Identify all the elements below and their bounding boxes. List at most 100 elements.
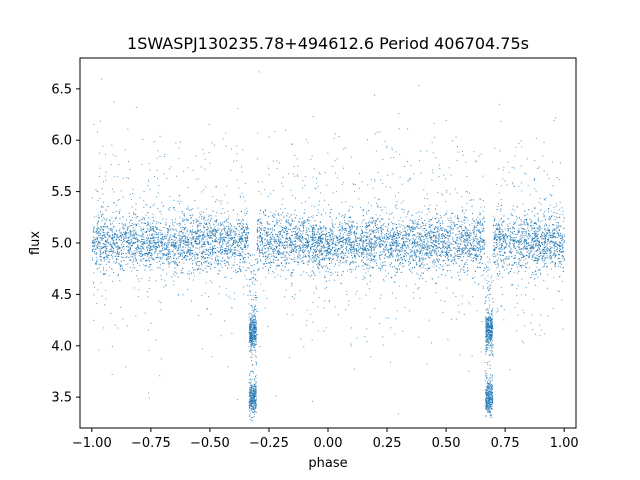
data-point [373,226,374,228]
data-point [438,239,440,241]
data-point [511,250,513,252]
data-point [243,262,245,264]
data-point [366,211,368,213]
data-point [443,250,445,252]
data-point [543,280,545,282]
data-point [230,256,232,258]
data-point [437,260,439,262]
data-point [535,245,537,247]
data-point [423,240,425,242]
data-point [113,226,114,228]
data-point [225,221,227,223]
data-point [142,246,144,248]
data-point [333,235,335,237]
data-point [265,245,267,246]
data-point [421,234,423,236]
data-point [522,243,523,245]
data-point [561,238,563,239]
data-point [285,263,287,265]
data-point [108,219,110,221]
data-point [132,216,134,218]
data-point [508,235,510,237]
data-point [528,234,530,236]
data-point [422,266,424,268]
data-point [475,252,477,254]
data-point [316,264,318,266]
data-point [236,241,238,243]
data-point [377,227,379,229]
data-point [418,265,420,267]
data-point [528,256,530,258]
data-point [457,247,459,249]
data-point [377,232,379,234]
data-point [513,247,515,249]
data-point [140,246,142,248]
data-point [476,239,478,241]
data-point [353,242,355,244]
data-point [231,249,233,251]
data-point [149,256,151,258]
data-point [287,247,289,249]
data-point [420,243,422,244]
data-point [174,228,176,230]
data-point [469,244,471,246]
data-point [358,255,360,256]
data-point [495,264,497,266]
data-point [184,239,186,241]
data-point [182,246,183,248]
data-point [453,225,455,227]
data-point [259,230,260,232]
data-point [228,251,230,253]
data-point [541,260,543,262]
data-point [501,246,503,248]
data-point [121,232,122,234]
data-point [204,267,206,269]
data-point [352,221,354,223]
data-point [505,239,507,241]
data-point [208,265,210,267]
data-point [508,228,510,230]
data-point [562,220,564,222]
data-point [115,258,117,260]
data-point [202,246,204,247]
data-point [150,229,152,231]
data-point [442,233,444,235]
data-point [340,247,342,249]
data-point [227,247,229,249]
data-point [549,218,551,219]
data-point [191,241,193,243]
data-point [538,250,540,252]
data-point [344,219,345,221]
data-point [303,246,304,248]
data-point [234,234,236,236]
data-point [344,214,346,215]
data-point [441,242,443,243]
data-point [306,247,308,249]
data-point [121,265,123,267]
data-point [319,254,321,256]
data-point [371,249,373,251]
data-point [461,211,463,213]
data-point [466,259,468,261]
data-point [509,236,511,237]
data-point [533,273,535,275]
data-point [214,232,216,234]
data-point [468,252,470,254]
data-point [465,247,467,249]
data-point [290,237,292,239]
data-point [389,242,391,244]
data-point [343,242,345,244]
data-point [244,237,246,239]
data-point [242,223,244,225]
data-point [216,263,218,265]
data-point [454,255,456,257]
data-point [167,239,169,241]
data-point [525,244,527,246]
data-point [462,221,464,223]
data-point [530,244,532,246]
data-point [508,256,510,258]
data-point [216,220,218,222]
data-point [244,243,246,245]
data-point [524,248,526,250]
data-point [403,241,405,243]
